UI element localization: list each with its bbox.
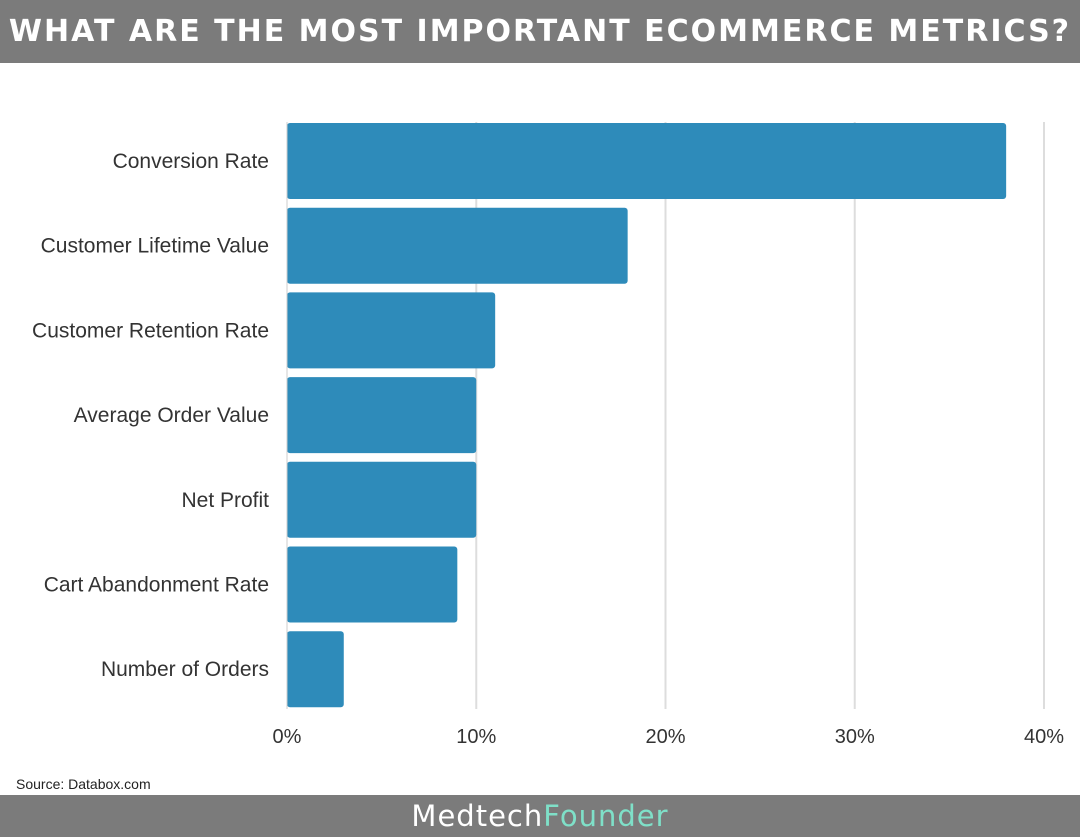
x-tick-label: 40% xyxy=(1024,726,1064,748)
title-banner: WHAT ARE THE MOST IMPORTANT ECOMMERCE ME… xyxy=(0,0,1080,63)
x-tick-label: 10% xyxy=(456,726,496,748)
footer-banner: Medtech Founder xyxy=(0,795,1080,837)
brand-name-part2: Founder xyxy=(543,799,669,833)
bar xyxy=(287,461,477,538)
category-label: Conversion Rate xyxy=(113,150,269,173)
category-label: Cart Abandonment Rate xyxy=(44,574,269,597)
category-label: Number of Orders xyxy=(101,658,269,681)
bar-chart: Conversion Rate Customer Lifetime Value Cu… xyxy=(32,122,1064,748)
bar xyxy=(287,292,496,369)
category-label: Customer Lifetime Value xyxy=(41,235,269,258)
x-tick-label: 0% xyxy=(273,726,302,748)
source-note: Source: Databox.com xyxy=(16,776,151,792)
bar xyxy=(287,207,628,284)
bar xyxy=(287,631,344,708)
bar xyxy=(287,123,1007,199)
bar xyxy=(287,546,458,623)
x-tick-label: 20% xyxy=(645,726,685,748)
x-tick-label: 30% xyxy=(835,726,875,748)
brand-name-part1: Medtech xyxy=(411,799,544,833)
category-label: Customer Retention Rate xyxy=(32,319,269,342)
chart-title: WHAT ARE THE MOST IMPORTANT ECOMMERCE ME… xyxy=(8,14,1072,49)
category-label: Average Order Value xyxy=(74,404,269,427)
category-label: Net Profit xyxy=(181,489,269,512)
bar xyxy=(287,377,477,454)
